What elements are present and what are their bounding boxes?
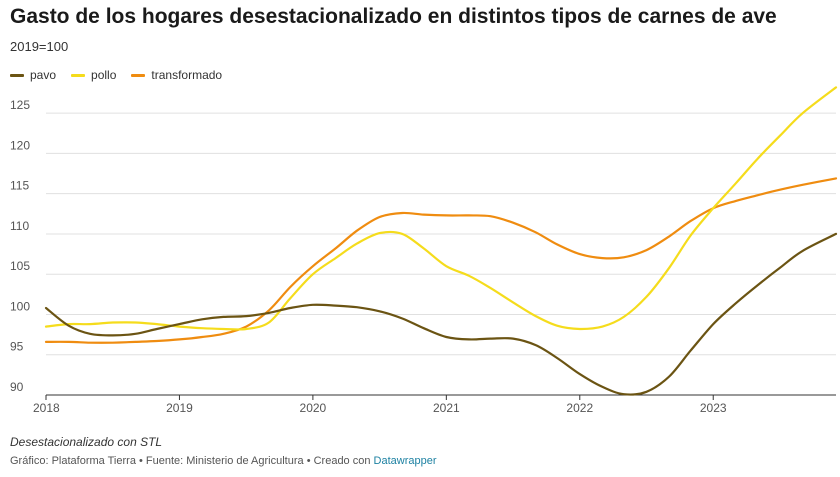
x-tick-label-2022: 2022 xyxy=(566,401,593,415)
x-tick-label-2019: 2019 xyxy=(166,401,193,415)
series-line-transformado xyxy=(44,177,838,344)
y-tick-label-95: 95 xyxy=(10,340,24,354)
chart-notes: Desestacionalizado con STL xyxy=(10,435,163,449)
legend-item-transformado: transformado xyxy=(131,68,222,82)
y-tick-label-105: 105 xyxy=(10,259,30,273)
x-axis: 2018 2019 2020 2021 2022 2023 xyxy=(33,395,727,415)
legend-label-pollo: pollo xyxy=(91,68,117,82)
y-tick-label-120: 120 xyxy=(10,138,30,152)
legend-item-pavo: pavo xyxy=(10,68,56,82)
x-tick-label-2018: 2018 xyxy=(33,401,60,415)
y-tick-label-90: 90 xyxy=(10,380,24,394)
y-tick-label-100: 100 xyxy=(10,299,30,313)
chart-legend: pavo pollo transformado xyxy=(10,68,237,82)
series-line-pavo xyxy=(44,232,838,396)
legend-swatch-pavo xyxy=(10,73,24,77)
x-tick-label-2021: 2021 xyxy=(433,401,460,415)
legend-swatch-transformado xyxy=(131,73,146,77)
y-tick-label-125: 125 xyxy=(10,98,30,112)
legend-label-pavo: pavo xyxy=(30,68,57,82)
series-line-pollo xyxy=(44,86,838,331)
x-tick-label-2023: 2023 xyxy=(700,401,727,415)
y-axis-labels: 90 95 100 105 110 115 120 125 xyxy=(10,98,30,394)
legend-item-pollo: pollo xyxy=(71,68,116,82)
y-tick-label-110: 110 xyxy=(10,219,29,233)
chart-footer: Gráfico: Plataforma Tierra • Fuente: Min… xyxy=(10,455,437,467)
legend-label-transformado: transformado xyxy=(151,68,223,82)
footer-credit: Gráfico: Plataforma Tierra • Fuente: Min… xyxy=(10,455,374,467)
x-tick-label-2020: 2020 xyxy=(300,401,327,415)
chart-subtitle: 2019=100 xyxy=(10,39,69,54)
legend-swatch-pollo xyxy=(71,73,86,77)
y-tick-label-115: 115 xyxy=(10,179,29,193)
chart-title: Gasto de los hogares desestacionalizado … xyxy=(10,5,777,28)
series-lines xyxy=(44,86,838,396)
datawrapper-link[interactable]: Datawrapper xyxy=(373,455,437,467)
grid-lines xyxy=(46,112,836,396)
